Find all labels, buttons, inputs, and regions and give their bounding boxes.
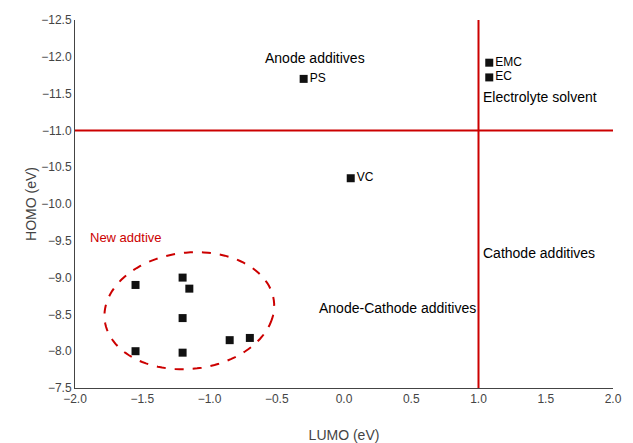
svg-text:VC: VC — [357, 170, 374, 184]
svg-text:−9.5: −9.5 — [48, 234, 72, 248]
svg-text:Electrolyte solvent: Electrolyte solvent — [483, 89, 597, 105]
svg-text:HOMO (eV): HOMO (eV) — [23, 167, 39, 241]
svg-text:−10.5: −10.5 — [41, 160, 72, 174]
svg-text:−9.0: −9.0 — [48, 271, 72, 285]
svg-text:−12.0: −12.0 — [41, 50, 72, 64]
svg-text:Anode-Cathode additives: Anode-Cathode additives — [319, 300, 476, 316]
svg-text:−0.5: −0.5 — [265, 392, 289, 406]
svg-text:Anode additives: Anode additives — [265, 50, 365, 66]
svg-text:1.0: 1.0 — [470, 392, 487, 406]
svg-text:0.5: 0.5 — [403, 392, 420, 406]
svg-text:−8.0: −8.0 — [48, 344, 72, 358]
svg-text:PS: PS — [310, 71, 326, 85]
svg-text:−11.0: −11.0 — [42, 124, 72, 138]
svg-text:−12.5: −12.5 — [41, 13, 72, 27]
svg-text:2.0: 2.0 — [605, 392, 622, 406]
svg-text:−1.0: −1.0 — [198, 392, 222, 406]
svg-text:New addtive: New addtive — [90, 230, 162, 245]
svg-text:−10.0: −10.0 — [41, 197, 72, 211]
svg-text:EMC: EMC — [495, 55, 522, 69]
svg-text:−7.5: −7.5 — [48, 381, 72, 395]
svg-text:1.5: 1.5 — [537, 392, 554, 406]
svg-text:0.0: 0.0 — [336, 392, 353, 406]
svg-text:Cathode additives: Cathode additives — [483, 245, 595, 261]
svg-text:−2.0: −2.0 — [63, 392, 87, 406]
svg-text:LUMO (eV): LUMO (eV) — [309, 427, 380, 443]
svg-text:−1.5: −1.5 — [130, 392, 154, 406]
svg-text:−11.5: −11.5 — [42, 87, 72, 101]
svg-text:−8.5: −8.5 — [48, 308, 72, 322]
svg-text:EC: EC — [495, 69, 512, 83]
